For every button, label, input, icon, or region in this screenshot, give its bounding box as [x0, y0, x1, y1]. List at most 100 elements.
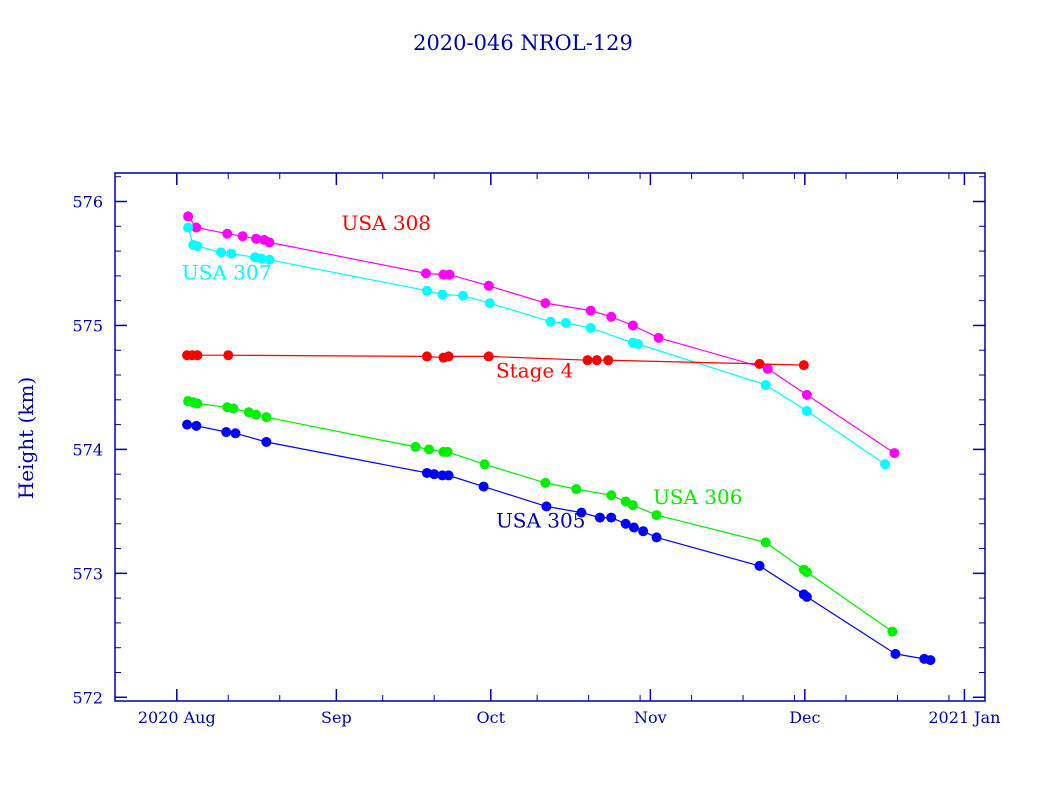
- data-point-usa-305: [221, 427, 232, 438]
- axis-tick-labels: 572 573 574 575 576 2020 Aug Sep Oct Nov Dec 2021 …: [72, 193, 1000, 727]
- series-usa-308: [183, 211, 900, 459]
- data-point-usa-308: [653, 332, 664, 343]
- data-point-usa-307: [801, 405, 812, 416]
- data-point-usa-306: [606, 490, 617, 501]
- data-point-usa-308: [540, 298, 551, 309]
- x-tick-label: 2021 Jan: [928, 708, 1000, 727]
- data-point-usa-305: [754, 560, 765, 571]
- series-line-usa-305: [187, 424, 931, 661]
- data-point-stage-4: [483, 351, 494, 362]
- x-tick-label: Oct: [477, 708, 506, 727]
- data-point-stage-4: [603, 355, 614, 366]
- data-point-usa-305: [638, 526, 649, 537]
- data-point-usa-306: [251, 409, 262, 420]
- data-point-usa-307: [183, 222, 194, 233]
- data-point-usa-305: [801, 591, 812, 602]
- data-point-usa-306: [887, 626, 898, 637]
- data-point-usa-306: [801, 567, 812, 578]
- plot-frame: [114, 172, 986, 702]
- series-stage-4: [182, 350, 809, 371]
- data-point-usa-307: [633, 339, 644, 350]
- data-point-usa-305: [594, 512, 605, 523]
- series-layer: [182, 211, 936, 666]
- axis-ticks: [115, 173, 985, 701]
- data-point-usa-307: [421, 285, 432, 296]
- data-point-usa-305: [478, 481, 489, 492]
- data-point-stage-4: [591, 355, 602, 366]
- data-point-usa-305: [890, 648, 901, 659]
- data-point-usa-305: [443, 470, 454, 481]
- data-point-stage-4: [421, 351, 432, 362]
- data-point-stage-4: [798, 360, 809, 371]
- data-point-usa-308: [606, 311, 617, 322]
- chart-title: 2020-046 NROL-129: [413, 31, 633, 55]
- data-point-usa-307: [192, 241, 203, 252]
- data-point-usa-306: [410, 441, 421, 452]
- data-point-stage-4: [223, 350, 234, 361]
- series-usa-305: [182, 419, 936, 666]
- y-axis-label: Height (km): [14, 377, 38, 499]
- data-point-usa-305: [541, 501, 552, 512]
- y-tick-label: 576: [72, 193, 103, 212]
- data-point-usa-305: [261, 436, 272, 447]
- data-point-stage-4: [582, 355, 593, 366]
- data-point-usa-305: [651, 532, 662, 543]
- data-point-usa-306: [192, 398, 203, 409]
- data-point-stage-4: [192, 350, 203, 361]
- x-tick-label: 2020 Aug: [138, 708, 216, 727]
- series-usa-306: [183, 396, 898, 637]
- data-point-usa-306: [571, 484, 582, 495]
- data-point-usa-307: [256, 253, 267, 264]
- data-point-stage-4: [754, 358, 765, 369]
- data-point-usa-308: [762, 363, 773, 374]
- data-point-usa-307: [226, 248, 237, 259]
- data-point-usa-305: [429, 469, 440, 480]
- data-point-usa-305: [925, 655, 936, 666]
- y-tick-label: 572: [72, 688, 103, 707]
- data-point-usa-305: [182, 419, 193, 430]
- data-point-usa-308: [585, 305, 596, 316]
- series-usa-307: [183, 222, 891, 470]
- data-point-usa-306: [479, 459, 490, 470]
- data-point-usa-305: [628, 522, 639, 533]
- data-point-usa-306: [760, 537, 771, 548]
- data-point-usa-306: [424, 444, 435, 455]
- data-point-usa-307: [880, 459, 891, 470]
- data-point-usa-308: [444, 269, 455, 280]
- data-point-usa-308: [801, 389, 812, 400]
- data-point-usa-307: [545, 316, 556, 327]
- data-point-usa-307: [216, 247, 227, 258]
- data-point-usa-308: [191, 222, 202, 233]
- data-point-usa-306: [442, 446, 453, 457]
- data-point-usa-307: [437, 289, 448, 300]
- data-point-usa-308: [264, 237, 275, 248]
- data-point-usa-307: [264, 254, 275, 265]
- series-line-usa-307: [187, 227, 886, 465]
- data-point-stage-4: [443, 351, 454, 362]
- data-point-usa-307: [560, 317, 571, 328]
- x-tick-label: Dec: [789, 708, 820, 727]
- series-line-usa-308: [187, 216, 895, 454]
- data-point-usa-306: [261, 412, 272, 423]
- data-point-usa-308: [183, 211, 194, 222]
- data-point-usa-306: [540, 477, 551, 488]
- series-label-usa-305: USA 305: [496, 508, 586, 532]
- data-point-usa-308: [237, 231, 248, 242]
- data-point-usa-307: [760, 379, 771, 390]
- data-point-usa-308: [889, 448, 900, 459]
- data-point-usa-308: [483, 280, 494, 291]
- series-labels: USA 308 USA 307 Stage 4 USA 306 USA 305: [182, 211, 743, 532]
- series-label-usa-306: USA 306: [653, 485, 743, 509]
- data-point-usa-305: [230, 428, 241, 439]
- data-point-usa-308: [420, 268, 431, 279]
- data-point-usa-305: [576, 507, 587, 518]
- series-label-usa-308: USA 308: [342, 211, 432, 235]
- data-point-usa-306: [651, 510, 662, 521]
- y-tick-label: 574: [72, 440, 103, 459]
- data-point-usa-305: [191, 420, 202, 431]
- data-point-usa-307: [585, 322, 596, 333]
- y-tick-label: 573: [72, 564, 103, 583]
- y-tick-label: 575: [72, 316, 103, 335]
- data-point-usa-305: [620, 518, 631, 529]
